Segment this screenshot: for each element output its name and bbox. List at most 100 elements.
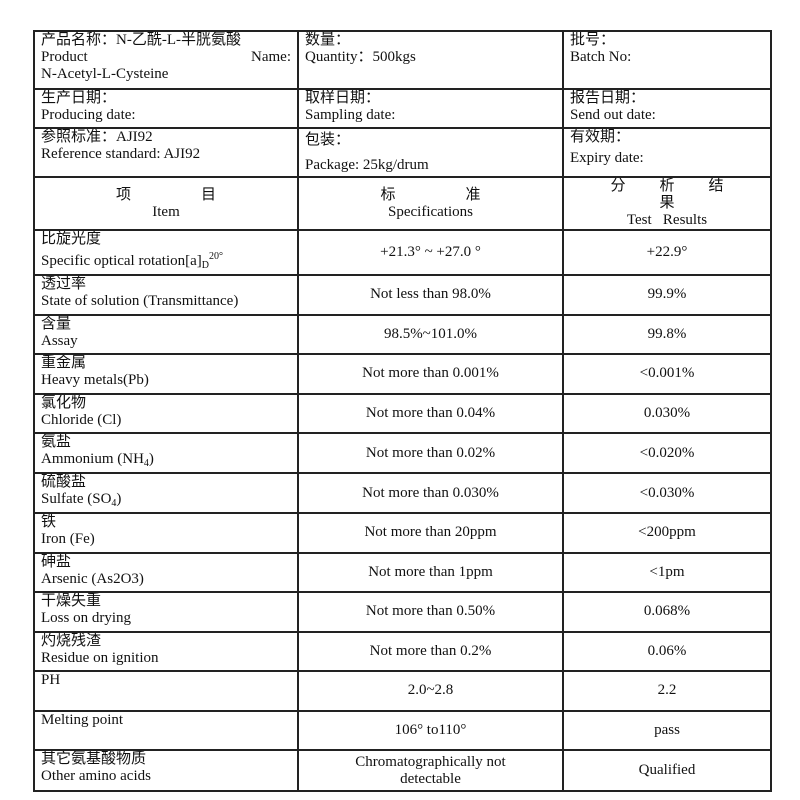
item-en-end: ) (148, 451, 154, 467)
result-value: <0.020% (639, 444, 695, 461)
expiry-cell: 有效期： Expiry date: (562, 127, 772, 178)
spec-value: 98.5%~101.0% (383, 325, 478, 342)
send-out-date-cell: 报告日期： Send out date: (562, 88, 772, 129)
item-en: Arsenic (As2O3) (41, 570, 144, 587)
producing-date: Producing date: (41, 107, 136, 123)
item-cell: Melting point (33, 709, 299, 751)
spec-cell: Not more than 0.50% (297, 591, 564, 633)
result-cell: 2.2 (562, 670, 772, 712)
result-cell: 0.068% (562, 591, 772, 633)
spec-value: Not more than 0.030% (362, 484, 499, 501)
result-value: 2.2 (657, 682, 677, 699)
spec-value: Not more than 0.02% (365, 444, 496, 461)
item-en: Loss on drying (41, 610, 131, 626)
item-cell: 干燥失重 Loss on drying (33, 591, 299, 633)
spec-value: Not more than 0.04% (365, 404, 496, 421)
spec-cell: Not more than 0.001% (297, 353, 564, 395)
result-value: 0.06% (647, 642, 687, 659)
item-cell: 硫酸盐 Sulfate (SO4) (33, 472, 299, 514)
result-value: pass (654, 721, 680, 738)
product-name-zh: 产品名称：N-乙酰-L-半胱氨酸 (41, 32, 241, 48)
test-row: 透过率 State of solution (Transmittance) Not … (33, 274, 772, 316)
product-name-cell: 产品名称：N-乙酰-L-半胱氨酸 Product Name: N-Acetyl-L… (33, 30, 299, 90)
item-cell: 重金属 Heavy metals(Pb) (33, 353, 299, 395)
package: Package: 25kg/drum (305, 157, 429, 173)
result-value: Qualified (638, 762, 696, 778)
test-row: PH 2.0~2.8 2.2 (33, 670, 772, 712)
result-value: 0.068% (643, 603, 691, 620)
item-subscript: 4 (111, 498, 117, 509)
product-label: Product (41, 49, 88, 65)
result-header-en: Test Results (626, 212, 708, 228)
spec-value: Not more than 20ppm (364, 524, 497, 541)
product-name-label: Name: (251, 49, 291, 65)
batch-zh: 批号： (570, 32, 616, 48)
spec-value: +21.3° ~ +27.0 ° (380, 244, 481, 260)
spec-cell: Not more than 0.2% (297, 630, 564, 672)
item-cell: 铁 Iron (Fe) (33, 512, 299, 554)
spec-value: Not more than 0.001% (362, 365, 499, 382)
item-en: PH (41, 672, 61, 688)
spec-value: 2.0~2.8 (407, 682, 454, 699)
reference-zh: 参照标准：AJI92 (41, 129, 153, 145)
spec-header-en: Specifications (388, 203, 473, 220)
item-cell: 透过率 State of solution (Transmittance) (33, 274, 299, 316)
spec-cell: Not less than 98.0% (297, 274, 564, 316)
test-row: 硫酸盐 Sulfate (SO4) Not more than 0.030% <0.0… (33, 472, 772, 514)
item-en: Chloride (Cl) (41, 411, 122, 428)
result-value: <1pm (649, 563, 685, 580)
package-cell: 包装： Package: 25kg/drum (297, 127, 564, 178)
spec-cell: Not more than 0.02% (297, 432, 564, 474)
spec-header: 标准 Specifications (297, 176, 564, 231)
item-header-en: Item (152, 203, 180, 220)
spec-value: Not more than 1ppm (368, 563, 493, 580)
test-row: 氯化物 Chloride (Cl) Not more than 0.04% 0.030… (33, 392, 772, 434)
spec-cell: Not more than 1ppm (297, 551, 564, 593)
result-value: 99.8% (647, 325, 687, 342)
result-cell: <1pm (562, 551, 772, 593)
item-subscript: 4 (143, 458, 149, 469)
test-row: 氨盐 Ammonium (NH4) Not more than 0.02% <0.02… (33, 432, 772, 474)
item-en: Specific optical rotation[a] (41, 253, 202, 269)
dates-row: 生产日期： Producing date: 取样日期： Sampling dat… (33, 88, 772, 129)
sampling-date-cell: 取样日期： Sampling date: (297, 88, 564, 129)
item-cell: 含量 Assay (33, 313, 299, 355)
spec-value: 106° to110° (394, 721, 467, 738)
item-en-end: ) (116, 491, 122, 507)
header-row: 项目 Item 标准 Specifications 分析结果 Test Resu… (33, 176, 772, 231)
result-value: +22.9° (646, 244, 688, 260)
result-cell: 99.8% (562, 313, 772, 355)
spec-cell: Chromatographically not detectable (297, 749, 564, 792)
spec-value: Not less than 98.0% (370, 286, 491, 303)
producing-date-zh: 生产日期： (41, 90, 117, 106)
result-cell: +22.9° (562, 229, 772, 276)
spec-cell: 106° to110° (297, 709, 564, 751)
package-zh: 包装： (305, 132, 351, 148)
reference-row: 参照标准：AJI92 Reference standard: AJI92 包装：… (33, 127, 772, 178)
product-name: N-Acetyl-L-Cysteine (41, 66, 169, 82)
item-header-zh: 项目 (115, 186, 286, 203)
item-cell: 砷盐 Arsenic (As2O3) (33, 551, 299, 593)
item-cell: 氯化物 Chloride (Cl) (33, 392, 299, 434)
result-value: <200ppm (638, 524, 696, 541)
result-cell: pass (562, 709, 772, 751)
item-zh: 重金属 (41, 355, 87, 371)
expiry: Expiry date: (570, 150, 644, 166)
test-row: 干燥失重 Loss on drying Not more than 0.50% 0.0… (33, 591, 772, 633)
sampling-date: Sampling date: (305, 107, 396, 123)
result-cell: <0.020% (562, 432, 772, 474)
item-zh: 氨盐 (41, 434, 72, 450)
result-header-zh: 分析结果 (610, 178, 758, 211)
test-row: 灼烧残渣 Residue on ignition Not more than 0.2… (33, 630, 772, 672)
test-row: Melting point 106° to110° pass (33, 709, 772, 751)
item-en: Assay (41, 332, 78, 349)
quantity-zh: 数量： (305, 32, 351, 48)
item-zh: 干燥失重 (41, 593, 102, 609)
item-zh: 砷盐 (41, 553, 72, 570)
item-zh: 透过率 (41, 276, 87, 292)
item-en: Sulfate (SO (41, 491, 112, 507)
result-cell: <0.001% (562, 353, 772, 395)
item-zh: 比旋光度 (41, 231, 102, 247)
test-row: 比旋光度 Specific optical rotation[a]D20° +21.… (33, 229, 772, 276)
quantity: Quantity：500kgs (305, 49, 416, 65)
